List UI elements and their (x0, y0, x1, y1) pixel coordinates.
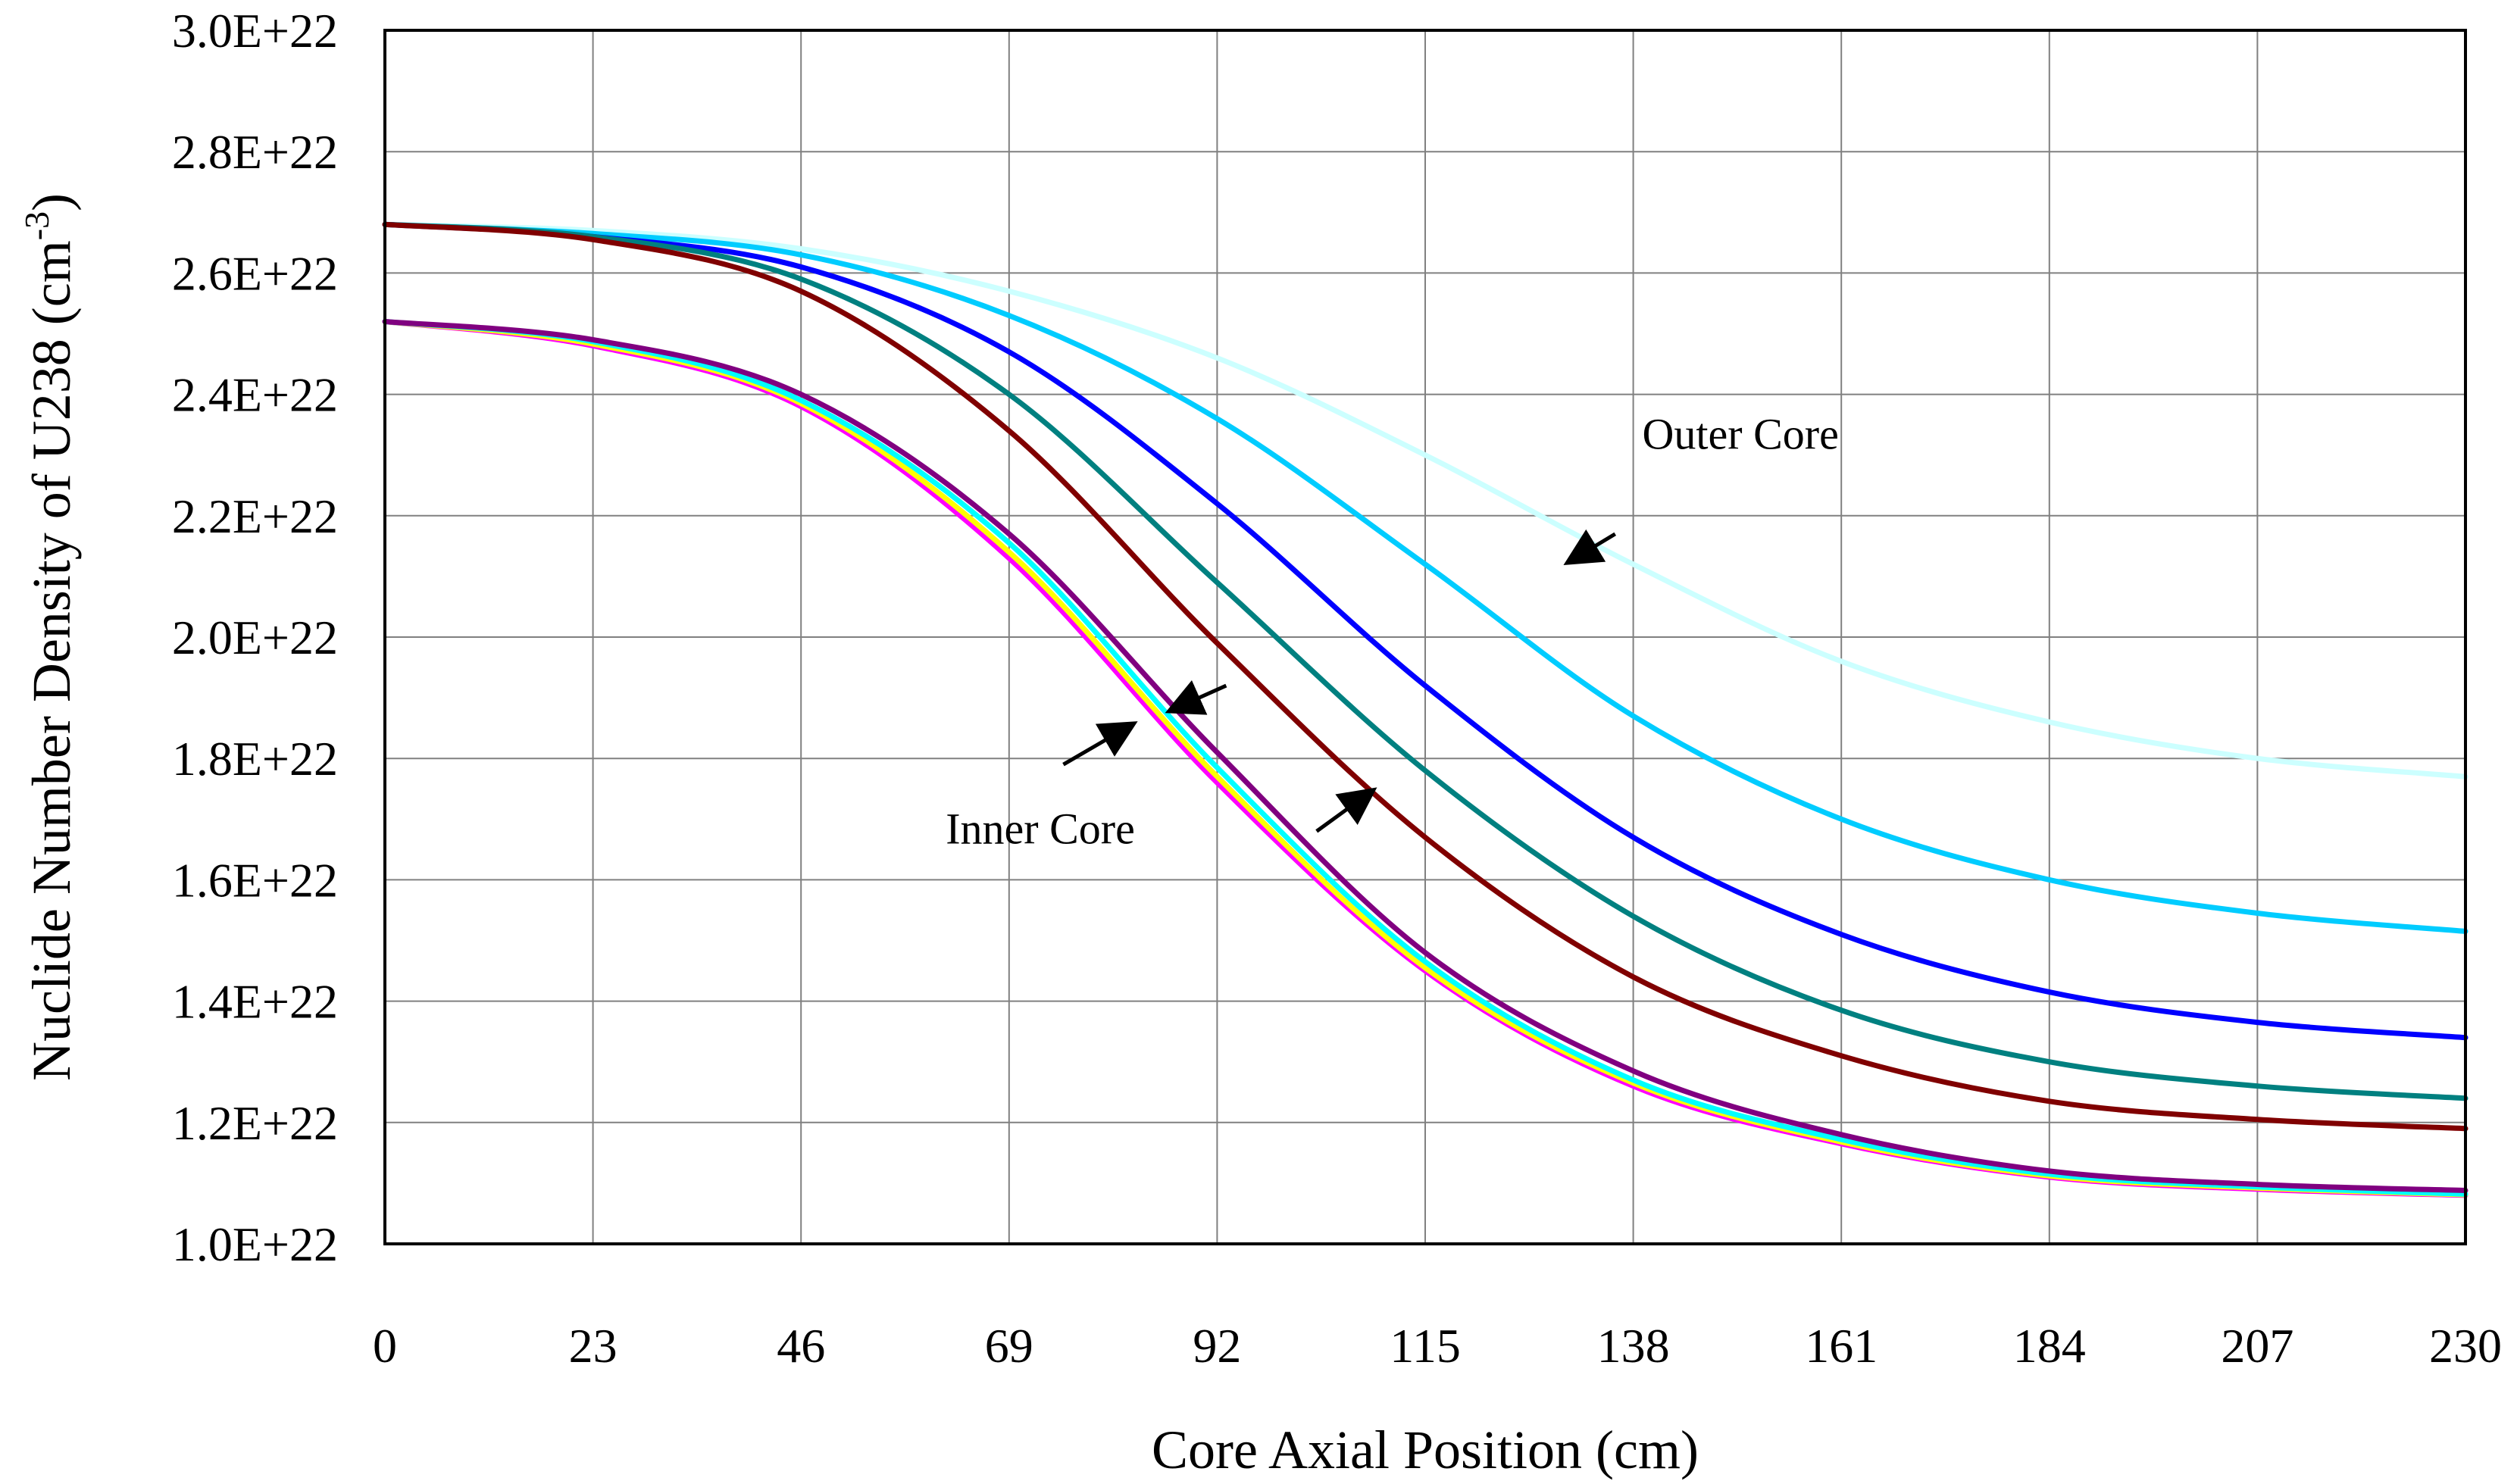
series-line-inner-core-3 (382, 319, 2469, 1197)
x-tick-label: 115 (1390, 1319, 1461, 1373)
y-tick-label: 1.6E+22 (172, 853, 338, 907)
inner-core-label: Inner Core (946, 804, 1135, 853)
y-axis-title-main: Nuclide Number Density of U238 (cm (21, 240, 82, 1081)
series-line-outer-core-3 (382, 221, 2469, 1041)
series-group (382, 221, 2469, 1198)
y-tick-label: 1.0E+22 (172, 1217, 338, 1271)
series-line-outer-core-2 (382, 221, 2469, 934)
x-axis-title: Core Axial Position (cm) (1152, 1420, 1699, 1480)
outer-core-label: Outer Core (1643, 410, 1839, 459)
y-tick-label: 3.0E+22 (172, 4, 338, 58)
x-tick-label: 138 (1597, 1319, 1670, 1373)
x-tick-label: 207 (2221, 1319, 2293, 1373)
x-tick-label: 161 (1805, 1319, 1878, 1373)
x-tick-label: 46 (777, 1319, 825, 1373)
outer-core-arrow (1563, 529, 1617, 566)
series-line-outer-core-5 (382, 221, 2469, 1132)
y-tick-label: 1.2E+22 (172, 1096, 338, 1150)
x-tick-label: 92 (1193, 1319, 1241, 1373)
y-axis-title: Nuclide Number Density of U238 (cm-3) (17, 193, 82, 1081)
x-tick-label: 69 (985, 1319, 1033, 1373)
y-tick-label: 1.8E+22 (172, 732, 338, 786)
annotations: Outer Core Inner Core (946, 410, 1839, 854)
x-tick-label: 230 (2429, 1319, 2502, 1373)
x-tick-label: 184 (2013, 1319, 2086, 1373)
series-line-outer-core-4 (382, 221, 2469, 1101)
y-tick-label: 2.2E+22 (172, 489, 338, 543)
y-tick-label: 1.4E+22 (172, 975, 338, 1029)
grid (385, 30, 2465, 1244)
series-line-inner-core-4 (382, 319, 2469, 1193)
plot-area-frame (383, 29, 2467, 1245)
axes: 0 23 46 69 92 115 138 161 184 207 230 1.0E+22 1.2E+2… (172, 4, 2502, 1373)
y-tick-label: 2.0E+22 (172, 611, 338, 664)
y-axis-title-superscript: -3 (17, 211, 56, 240)
y-tick-label: 2.4E+22 (172, 368, 338, 422)
inner-core-arrow (1165, 680, 1227, 715)
y-tick-label: 2.6E+22 (172, 246, 338, 300)
x-tick-label: 0 (373, 1319, 397, 1373)
x-tick-label: 23 (569, 1319, 618, 1373)
inner-core-arrow (1062, 721, 1138, 767)
y-tick-label: 2.8E+22 (172, 125, 338, 179)
inner-core-arrow (1315, 787, 1377, 833)
series-line-outer-core-1 (382, 221, 2469, 779)
y-axis-title-close: ) (21, 193, 82, 211)
